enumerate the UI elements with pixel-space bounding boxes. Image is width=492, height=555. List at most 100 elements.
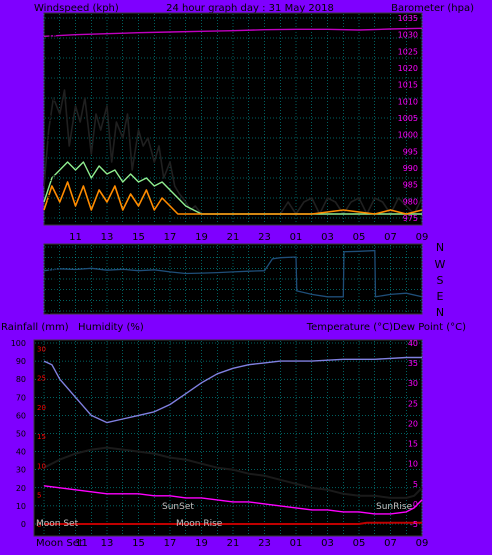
humidity-axis-title: Humidity (%) (78, 322, 144, 333)
temperature-y-tick-label: -5 (410, 520, 418, 529)
temp-x-tick-label: 05 (353, 538, 366, 549)
humidity-y-tick-label: 100 (11, 339, 26, 348)
wind-x-tick-label: 07 (384, 232, 397, 243)
temperature-y-tick-label: 40 (408, 339, 418, 348)
compass-n-bottom: N (436, 306, 444, 319)
wind-y-tick-label: 10 (47, 174, 57, 183)
wind-y-tick-label: 40 (47, 54, 57, 63)
rainfall-y-tick-label: 15 (37, 433, 46, 441)
wind-x-tick-label: 23 (258, 232, 271, 243)
temperature-y-tick-label: 30 (408, 379, 418, 388)
wind-x-tick-label: 05 (353, 232, 366, 243)
barometer-y-tick-label: 1025 (398, 47, 418, 56)
wind-y-tick-label: 30 (47, 94, 57, 103)
compass-n-top: N (436, 241, 444, 254)
barometer-y-tick-label: 1035 (398, 14, 418, 23)
rainfall-y-tick-label: 25 (37, 375, 46, 383)
compass-w: W (435, 258, 446, 271)
wind-y-tick-label: 15 (47, 154, 57, 163)
wind-direction-panel: 0 45 90 135 180 225 270 (43, 243, 423, 316)
barometer-y-tick-label: 1000 (398, 131, 418, 140)
direction-y-tick-label: 225 (47, 255, 60, 263)
temp-x-tick-label: 07 (384, 538, 397, 549)
wind-x-tick-label: 09 (416, 232, 429, 243)
barometer-y-tick-label: 1030 (398, 31, 418, 40)
wind-x-tick-label: 21 (227, 232, 240, 243)
wind-x-tick-label: 17 (164, 232, 177, 243)
moonset-marker-label: Moon Set (36, 519, 79, 529)
barometer-y-tick-label: 990 (403, 164, 418, 173)
direction-y-tick-label: 135 (47, 276, 60, 284)
temp-x-tick-label: 13 (101, 538, 114, 549)
barometer-y-tick-label: 1010 (398, 97, 418, 106)
series-temperature-line (43, 446, 423, 499)
barometer-y-tick-label: 980 (403, 197, 418, 206)
rainfall-y-tick-label: 5 (37, 492, 41, 500)
temperature-plot-area (33, 339, 423, 537)
wind-y-tick-label: 0 (47, 214, 52, 223)
wind-x-tick-label: 19 (195, 232, 208, 243)
humidity-y-tick-label: 90 (16, 357, 26, 366)
humidity-y-tick-label: 0 (21, 520, 26, 529)
temperature-axis-title: Temperature (°C) (306, 322, 393, 333)
temp-x-tick-label: 09 (416, 538, 429, 549)
humidity-y-tick-label: 40 (16, 448, 26, 457)
temp-x-tick-label: 15 (132, 538, 145, 549)
temperature-y-tick-label: 15 (408, 440, 418, 449)
series-gust-line (43, 89, 423, 215)
barometer-y-tick-label: 1005 (398, 114, 418, 123)
wind-y-tick-label: 50 (47, 14, 57, 23)
wind-x-tick-label: 13 (101, 232, 114, 243)
series-humidity-line (43, 356, 422, 424)
compass-s: S (437, 274, 444, 287)
wind-x-tick-label: 01 (290, 232, 303, 243)
barometer-y-tick-label: 1015 (398, 81, 418, 90)
rainfall-y-tick-label: 10 (37, 462, 46, 470)
direction-y-tick-label: 270 (47, 244, 60, 252)
dewpoint-axis-title: Dew Point (°C) (393, 322, 466, 333)
wind-y-tick-label: 35 (47, 74, 57, 83)
rainfall-y-tick-label: 30 (37, 345, 46, 353)
barometer-axis-title: Barometer (hpa) (391, 3, 474, 14)
series-rain-line (44, 521, 422, 525)
temp-x-tick-label: 03 (321, 538, 334, 549)
humidity-y-tick-label: 50 (16, 430, 26, 439)
compass-e: E (437, 290, 444, 303)
direction-y-tick-label: 45 (47, 297, 56, 305)
temp-x-tick-label: 19 (195, 538, 208, 549)
temperature-y-tick-label: 35 (408, 359, 418, 368)
temp-x-tick-label: 17 (164, 538, 177, 549)
barometer-y-tick-label: 995 (403, 147, 418, 156)
humidity-y-tick-label: 80 (16, 375, 26, 384)
wind-x-tick-label: 11 (69, 232, 82, 243)
wind-x-tick-label: 15 (132, 232, 145, 243)
direction-y-tick-label: 90 (47, 287, 56, 295)
chart-title: 24 hour graph day : 31 May 2018 (166, 3, 334, 14)
series-low-line (43, 181, 423, 215)
temperature-y-tick-label: 0 (413, 500, 418, 509)
wind-x-tick-label: 03 (321, 232, 334, 243)
moonset-axis-label: Moon Set (36, 538, 83, 549)
temperature-y-tick-label: 20 (408, 419, 418, 428)
temperature-y-tick-label: 25 (408, 399, 418, 408)
direction-y-tick-label: 0 (47, 308, 51, 316)
humidity-y-tick-label: 70 (16, 393, 26, 402)
wind-y-tick-label: 25 (47, 114, 57, 123)
temperature-y-tick-label: 10 (408, 460, 418, 469)
wind-y-tick-label: 45 (47, 34, 57, 43)
temp-x-tick-label: 11 (75, 538, 88, 549)
barometer-y-tick-label: 1020 (398, 64, 418, 73)
direction-y-tick-label: 180 (47, 265, 60, 273)
wind-y-tick-label: 20 (47, 134, 57, 143)
series-direction-line (43, 249, 423, 298)
wind-y-tick-label: 5 (47, 194, 52, 203)
rainfall-y-tick-label: 20 (37, 404, 46, 412)
series-dewpoint-line (43, 485, 423, 515)
rainfall-y-tick-label: 0 (37, 521, 41, 529)
temperature-y-tick-label: 5 (413, 480, 418, 489)
temp-x-tick-label: 01 (290, 538, 303, 549)
sunrise-marker-label: SunRise (376, 502, 413, 512)
